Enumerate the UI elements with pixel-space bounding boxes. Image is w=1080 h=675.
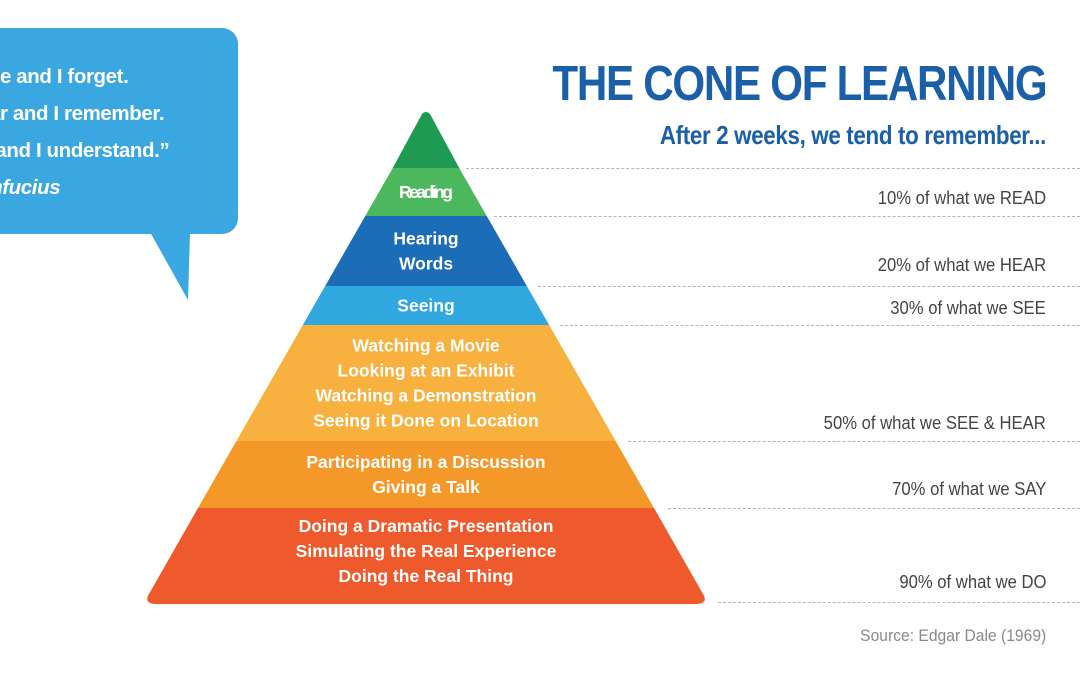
divider-line — [560, 325, 1080, 326]
retention-participating: 70% of what we SAY — [891, 478, 1046, 499]
divider-line — [718, 602, 1080, 603]
retention-doing: 90% of what we DO — [898, 571, 1046, 592]
page-title: THE CONE OF LEARNING — [552, 57, 1047, 111]
retention-seeing: 30% of what we SEE — [890, 297, 1046, 318]
tier-doing — [147, 508, 705, 604]
retention-hearing: 20% of what we HEAR — [877, 254, 1046, 275]
tier-watching — [236, 325, 616, 441]
bubble-tail — [150, 232, 190, 300]
tier-participating — [197, 441, 655, 508]
quote-line-2: ear and I remember. — [0, 102, 165, 125]
quote-author: onfucius — [0, 176, 61, 199]
tier-hearing — [325, 216, 527, 286]
tier-hearing-label: Hearing — [393, 229, 458, 249]
retention-watching: 50% of what we SEE & HEAR — [823, 412, 1046, 433]
divider-line — [466, 168, 1080, 169]
tier-participating-label: Participating in a Discussion — [306, 452, 545, 472]
tier-doing-label: Doing a Dramatic Presentation — [299, 516, 554, 536]
tier-seeing — [302, 286, 550, 325]
tier-doing-label: Doing the Real Thing — [339, 566, 514, 586]
divider-line — [494, 216, 1080, 217]
page-subtitle: After 2 weeks, we tend to remember... — [659, 120, 1047, 150]
tier-doing-label: Simulating the Real Experience — [296, 541, 557, 561]
source-note: Source: Edgar Dale (1969) — [859, 626, 1046, 645]
divider-line — [668, 508, 1080, 509]
tier-seeing-label: Seeing — [397, 296, 454, 316]
retention-reading: 10% of what we READ — [877, 187, 1046, 208]
tier-apex — [392, 112, 460, 168]
quote-line-3: o and I understand.” — [0, 139, 170, 162]
quote-text: see and I forget. ear and I remember. o … — [0, 58, 248, 206]
tier-watching-label: Seeing it Done on Location — [313, 411, 539, 431]
tier-reading — [365, 168, 487, 216]
tier-hearing-label: Words — [399, 254, 453, 274]
tier-reading-label: Reading — [399, 182, 453, 202]
tier-watching-label: Watching a Movie — [352, 336, 499, 356]
tier-watching-label: Looking at an Exhibit — [338, 361, 515, 381]
quote-bubble — [0, 28, 238, 234]
divider-line — [628, 441, 1080, 442]
quote-line-1: see and I forget. — [0, 65, 129, 88]
divider-line — [538, 286, 1080, 287]
tier-participating-label: Giving a Talk — [372, 477, 480, 497]
tier-watching-label: Watching a Demonstration — [315, 386, 536, 406]
